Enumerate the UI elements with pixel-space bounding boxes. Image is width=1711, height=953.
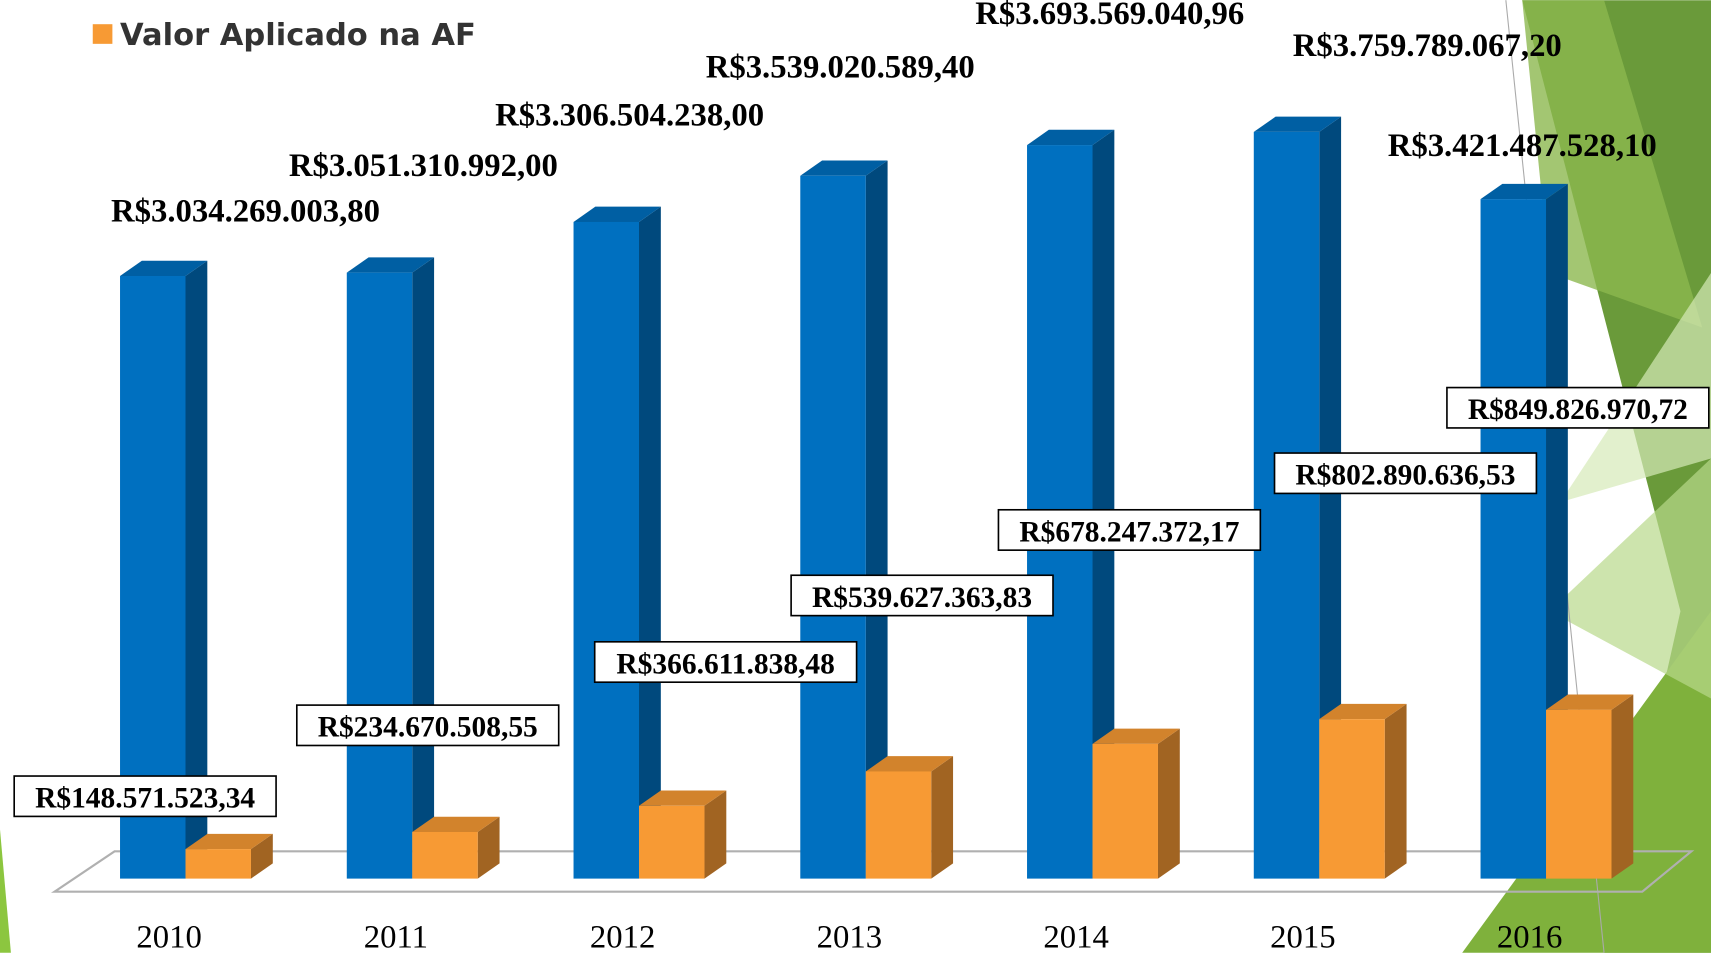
value-label: R$3.051.310.992,00 bbox=[289, 148, 558, 184]
bar bbox=[866, 771, 931, 878]
bar-side bbox=[412, 257, 434, 878]
page: {"chart_data": {"type": "bar3d", "catego… bbox=[0, 0, 1711, 953]
value-label: R$802.890.636,53 bbox=[1295, 460, 1515, 492]
value-label: R$3.421.487.528,10 bbox=[1388, 128, 1657, 164]
value-label: R$366.611.838,48 bbox=[616, 648, 834, 680]
value-label: R$678.247.372,17 bbox=[1019, 516, 1239, 548]
bar-side bbox=[1158, 729, 1180, 879]
bar bbox=[574, 222, 639, 879]
value-label: R$3.759.789.067,20 bbox=[1293, 28, 1562, 64]
value-label: R$148.571.523,34 bbox=[35, 783, 255, 815]
bar bbox=[639, 806, 704, 879]
x-tick-label: 2010 bbox=[136, 919, 201, 953]
chart: Valor Aplicado na AF 2010 2011 2012 2013 201… bbox=[0, 0, 1711, 953]
x-tick-label: 2016 bbox=[1497, 919, 1562, 953]
x-tick-label: 2011 bbox=[364, 919, 428, 953]
value-label: R$849.826.970,72 bbox=[1468, 394, 1688, 426]
value-label: R$539.627.363,83 bbox=[812, 582, 1032, 614]
bar-side bbox=[639, 207, 661, 879]
bar-side bbox=[1611, 695, 1633, 879]
legend-swatch bbox=[93, 24, 113, 44]
bar bbox=[1254, 132, 1319, 879]
legend: Valor Aplicado na AF bbox=[93, 18, 476, 53]
bar bbox=[1481, 199, 1546, 879]
bar bbox=[186, 849, 251, 879]
bar bbox=[347, 273, 412, 879]
value-label: R$234.670.508,55 bbox=[318, 712, 538, 744]
legend-label: Valor Aplicado na AF bbox=[120, 18, 476, 53]
bar-side bbox=[704, 791, 726, 879]
value-label: R$3.539.020.589,40 bbox=[706, 50, 975, 86]
value-label: R$3.693.569.040,96 bbox=[975, 0, 1244, 32]
bar-side bbox=[931, 756, 953, 878]
bar-side bbox=[1385, 704, 1407, 879]
value-label: R$3.034.269.003,80 bbox=[111, 194, 380, 230]
bar bbox=[412, 832, 477, 879]
bar bbox=[800, 176, 865, 879]
bar bbox=[1546, 710, 1611, 879]
bar bbox=[1319, 719, 1384, 878]
x-tick-label: 2013 bbox=[817, 919, 882, 953]
x-tick-label: 2012 bbox=[590, 919, 655, 953]
x-tick-label: 2014 bbox=[1043, 919, 1108, 953]
x-tick-label: 2015 bbox=[1270, 919, 1335, 953]
value-label: R$3.306.504.238,00 bbox=[495, 98, 764, 134]
bar bbox=[1093, 744, 1158, 879]
